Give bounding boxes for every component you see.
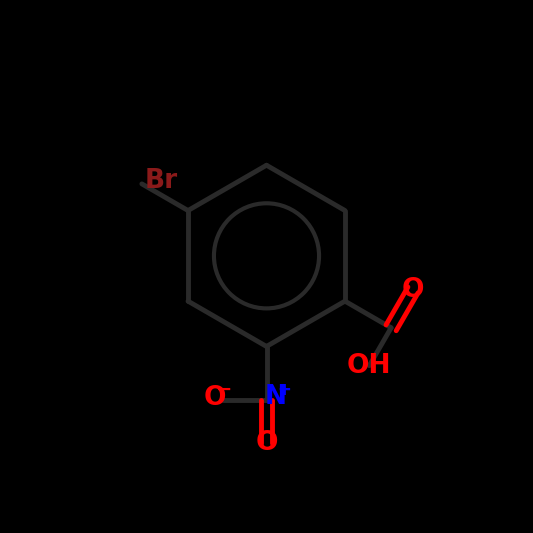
- Text: O: O: [402, 277, 424, 303]
- Text: −: −: [216, 379, 232, 399]
- Text: Br: Br: [144, 168, 177, 193]
- Text: +: +: [277, 381, 291, 399]
- Text: OH: OH: [347, 353, 392, 378]
- Text: O: O: [204, 385, 227, 411]
- Text: O: O: [255, 431, 278, 456]
- Text: N: N: [265, 384, 287, 410]
